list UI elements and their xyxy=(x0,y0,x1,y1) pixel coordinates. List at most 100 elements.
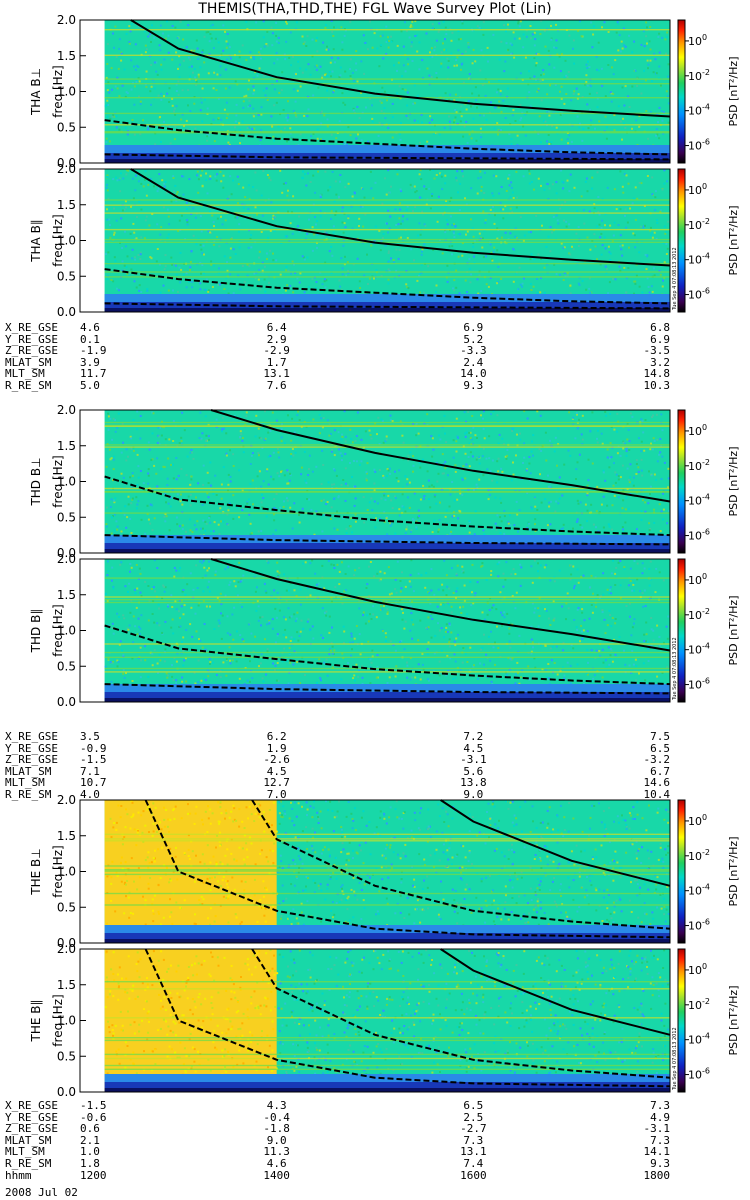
ephemeris-row-label: X_RE_GSE xyxy=(5,1099,58,1112)
spectrogram-background xyxy=(104,410,671,553)
ephemeris-value: 14.8 xyxy=(643,367,671,381)
ephemeris-row-label: MLAT_SM xyxy=(5,764,52,778)
ephemeris-value: 6.9 xyxy=(463,321,484,334)
ephemeris-value: 13.1 xyxy=(263,367,290,381)
y-tick-label: 0.5 xyxy=(57,510,76,524)
colorbar-tick-label: 10-2 xyxy=(688,997,710,1012)
colorbar: 100 10-2 10-4 10-6 PSD [nT²/Hz] xyxy=(677,409,740,554)
ephemeris-value: 7.5 xyxy=(650,730,670,743)
dashed-curve xyxy=(251,799,671,930)
y-axis-label: freq [Hz] xyxy=(51,214,65,266)
y-tick-label: 0.0 xyxy=(57,156,76,170)
ephemeris-value: 7.3 xyxy=(650,1099,670,1112)
ephemeris-table-thd: X_RE_GSE 3.5 6.2 7.2 7.5 Y_RE_GSE -0.9 1.9 4.5 6.… xyxy=(5,731,695,801)
y-tick-label: 0.5 xyxy=(57,269,76,283)
ephemeris-value: 5.2 xyxy=(463,332,484,346)
ephemeris-value: 7.4 xyxy=(463,1157,484,1170)
panel-label: THE B⊥ xyxy=(29,848,43,895)
ephemeris-value: 1.0 xyxy=(80,1145,100,1159)
y-tick-label: 1.0 xyxy=(57,624,76,638)
ephemeris-value: 14.0 xyxy=(460,367,487,381)
ephemeris-value: 1.9 xyxy=(266,741,287,755)
y-tick-label: 0.5 xyxy=(57,900,76,914)
ephemeris-value: -2.6 xyxy=(263,753,290,767)
ephemeris-value: 14.1 xyxy=(643,1145,671,1159)
ephemeris-value: 13.1 xyxy=(460,1145,487,1159)
dashed-curve xyxy=(104,624,671,686)
ephemeris-value: 4.6 xyxy=(266,1157,287,1170)
y-tick-label: 0.0 xyxy=(57,695,76,709)
colorbar-tick-label: 10-6 xyxy=(688,287,710,302)
ephemeris-value: 3.9 xyxy=(80,355,100,369)
panel-label: THD B∥ xyxy=(29,609,43,654)
dashed-curve xyxy=(104,268,671,305)
ephemeris-row-label: MLT_SM xyxy=(5,1145,45,1159)
ephemeris-value: 1.7 xyxy=(266,355,287,369)
colorbar: 100 10-2 10-4 10-6 PSD [nT²/Hz] xyxy=(677,558,740,703)
panel-label: THE B∥ xyxy=(29,1000,43,1043)
y-axis-label: freq [Hz] xyxy=(51,65,65,117)
ephemeris-value: 1400 xyxy=(263,1168,290,1182)
ephemeris-value: 6.8 xyxy=(650,321,670,334)
y-tick-label: 1.0 xyxy=(57,1014,76,1028)
ephemeris-row-label: Y_RE_GSE xyxy=(5,741,58,755)
dashed-curve xyxy=(251,948,671,1079)
ephemeris-row-label: X_RE_GSE xyxy=(5,321,58,334)
low-frequency-band xyxy=(104,294,671,312)
colorbar-tick-label: 10-6 xyxy=(688,677,710,692)
colorbar-label: PSD [nT²/Hz] xyxy=(727,985,740,1055)
y-tick-label: 2.0 xyxy=(57,403,76,417)
ephemeris-row-label: X_RE_GSE xyxy=(5,730,58,743)
lower-dashed-curve xyxy=(104,683,671,695)
colorbar-tick-label: 10-2 xyxy=(688,217,710,232)
ephemeris-row-label: MLAT_SM xyxy=(5,1133,52,1147)
ephemeris-row-label: R_RE_SM xyxy=(5,788,52,801)
ephemeris-value: 4.5 xyxy=(463,741,484,755)
ephemeris-value: 9.3 xyxy=(463,379,484,392)
ephemeris-value: 2.9 xyxy=(266,332,287,346)
ephemeris-value: 7.3 xyxy=(463,1133,484,1147)
colorbar-label: PSD [nT²/Hz] xyxy=(727,595,740,665)
ephemeris-row-label: Z_RE_GSE xyxy=(5,753,58,767)
ephemeris-value: 2.1 xyxy=(80,1133,100,1147)
ephemeris-value: 9.0 xyxy=(266,1133,287,1147)
panel-label: THD B⊥ xyxy=(29,457,43,506)
y-tick-label: 2.0 xyxy=(57,13,76,27)
colorbar: 100 10-2 10-4 10-6 PSD [nT²/Hz] xyxy=(677,799,740,944)
ephemeris-value: 3.2 xyxy=(650,355,670,369)
colorbar-tick-label: 100 xyxy=(688,962,707,977)
solid-curve xyxy=(210,558,671,652)
colorbar-tick-label: 10-6 xyxy=(688,1067,710,1082)
ephemeris-value: 10.4 xyxy=(643,788,671,801)
ephemeris-table-the: X_RE_GSE -1.5 4.3 6.5 7.3 Y_RE_GSE -0.6 -0.4 2.5… xyxy=(5,1100,695,1181)
ephemeris-value: 1600 xyxy=(460,1168,487,1182)
colorbar-tick-label: 100 xyxy=(688,813,707,828)
y-tick-label: 0.0 xyxy=(57,305,76,319)
ephemeris-row-label: hhmm xyxy=(5,1168,32,1182)
colorbar-label: PSD [nT²/Hz] xyxy=(727,56,740,126)
spectrogram-background xyxy=(104,20,671,163)
y-axis-label: freq [Hz] xyxy=(51,604,65,656)
solid-curve xyxy=(130,168,671,267)
lower-dashed-curve xyxy=(104,302,671,310)
ephemeris-value: 12.7 xyxy=(263,776,290,790)
spectral-lines xyxy=(104,199,671,278)
spectrogram-enhanced-region xyxy=(104,949,277,1092)
panel-tha-par: 0.0 0.5 1.0 1.5 2.0 THA B∥ freq [Hz] 100 10-2 10-… xyxy=(29,162,740,319)
colorbar-tick-label: 10-6 xyxy=(688,918,710,933)
low-frequency-band xyxy=(104,535,671,553)
colorbar-tick-label: 100 xyxy=(688,572,707,587)
plot-timestamp: Tue Sep 4 07:08:13 2012 xyxy=(672,1027,678,1091)
solid-curve xyxy=(130,19,671,118)
spectral-lines xyxy=(104,29,671,134)
ephemeris-row-label: R_RE_SM xyxy=(5,1157,52,1170)
y-tick-label: 1.0 xyxy=(57,234,76,248)
ephemeris-row-label: R_RE_SM xyxy=(5,379,52,392)
colorbar-tick-label: 10-4 xyxy=(688,252,710,267)
colorbar-tick-label: 10-4 xyxy=(688,103,710,118)
panel-the-par: 0.0 0.5 1.0 1.5 2.0 THE B∥ freq [Hz] 100 10-2 10-… xyxy=(29,942,740,1099)
ephemeris-value: 14.6 xyxy=(643,776,671,790)
spectral-lines xyxy=(104,833,671,906)
ephemeris-value: 11.3 xyxy=(263,1145,290,1159)
y-tick-label: 0.0 xyxy=(57,936,76,950)
